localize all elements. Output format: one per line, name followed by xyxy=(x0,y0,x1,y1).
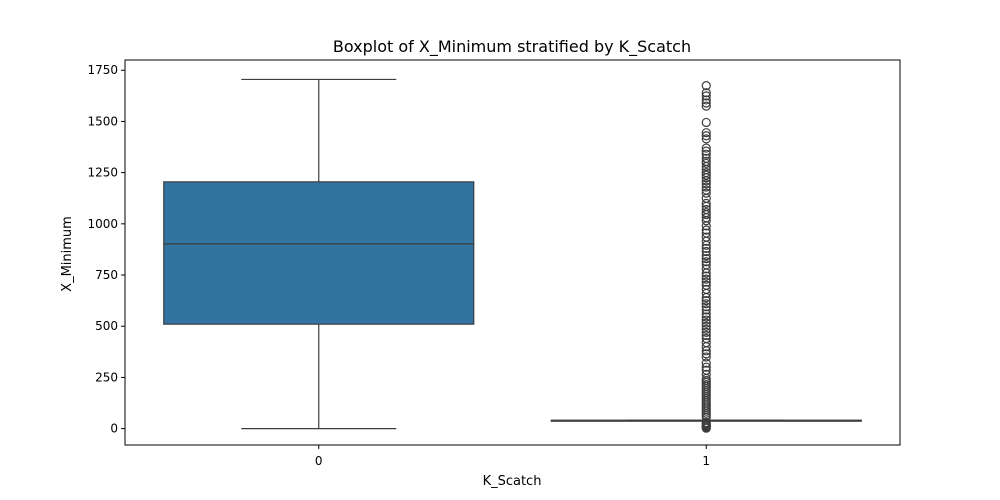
outlier-point xyxy=(701,309,711,319)
outlier-point xyxy=(701,352,711,362)
outlier-point xyxy=(701,302,711,312)
outlier-point xyxy=(701,216,711,226)
outlier-point xyxy=(701,88,711,98)
outlier-point xyxy=(701,176,711,186)
outlier-point xyxy=(701,315,711,325)
outlier-point xyxy=(701,292,711,303)
outlier-point xyxy=(701,131,711,141)
outlier-point xyxy=(701,305,711,315)
x-tick-label: 0 xyxy=(315,454,323,468)
outlier-point xyxy=(701,236,711,246)
outlier-point xyxy=(701,101,711,111)
y-tick-label: 0 xyxy=(110,422,118,436)
outlier-point xyxy=(701,257,711,267)
outlier-point xyxy=(701,288,711,299)
outlier-point xyxy=(701,342,711,352)
outlier-point xyxy=(701,198,711,208)
outlier-point xyxy=(701,173,711,183)
outlier-point xyxy=(701,149,711,159)
y-tick-label: 250 xyxy=(95,370,118,384)
outlier-point xyxy=(701,264,711,274)
outlier-point xyxy=(701,134,711,144)
outlier-point xyxy=(701,312,711,322)
outlier-point xyxy=(701,346,711,356)
outlier-point xyxy=(701,161,711,172)
outlier-point xyxy=(701,210,711,220)
outlier-point xyxy=(701,117,711,128)
outlier-point xyxy=(701,324,711,334)
outlier-point xyxy=(701,240,711,250)
box-body xyxy=(163,181,475,325)
outlier-point xyxy=(701,274,711,284)
outlier-point xyxy=(701,179,711,189)
x-tick-label: 1 xyxy=(702,454,710,468)
y-axis-label: X_Minimum xyxy=(60,216,75,292)
outlier-point xyxy=(701,170,711,180)
outlier-point xyxy=(701,358,711,368)
plot-frame xyxy=(124,59,901,446)
outlier-point xyxy=(701,423,711,433)
y-tick-label: 1250 xyxy=(87,166,118,180)
outlier-point xyxy=(701,182,711,192)
outlier-point xyxy=(701,128,711,138)
outlier-point xyxy=(701,143,711,153)
outlier-point xyxy=(701,271,711,281)
x-axis-label: K_Scatch xyxy=(483,474,542,489)
outlier-point xyxy=(701,246,711,257)
outlier-point xyxy=(701,91,711,101)
outlier-point xyxy=(701,158,711,169)
outlier-point xyxy=(701,221,711,231)
outlier-point xyxy=(701,321,711,331)
plot-area: 0 250 500 750 1000 1250 1500 1750 0 1 xyxy=(87,59,901,468)
outlier-point xyxy=(701,362,711,372)
outlier-point xyxy=(701,146,711,156)
outlier-point xyxy=(701,330,711,341)
y-tick-label: 1500 xyxy=(87,114,118,128)
outlier-point xyxy=(701,254,711,264)
outlier-point xyxy=(701,268,711,278)
outlier-point xyxy=(701,327,711,337)
outlier-point xyxy=(701,277,711,287)
outlier-point xyxy=(701,250,711,261)
y-tick-label: 500 xyxy=(95,319,118,333)
outlier-point xyxy=(701,299,711,309)
y-tick-label: 1750 xyxy=(87,63,118,77)
outlier-point xyxy=(701,225,711,235)
outlier-point xyxy=(701,243,711,254)
outlier-point xyxy=(701,296,711,306)
outlier-point xyxy=(701,188,711,198)
outlier-point xyxy=(701,98,711,108)
y-tick-label: 750 xyxy=(95,268,118,282)
y-tick-label: 1000 xyxy=(87,217,118,231)
outlier-point xyxy=(701,349,711,359)
outlier-point xyxy=(701,80,711,91)
outlier-point xyxy=(701,95,711,105)
outlier-point xyxy=(701,318,711,328)
chart-title: Boxplot of X_Minimum stratified by K_Sca… xyxy=(333,37,691,57)
